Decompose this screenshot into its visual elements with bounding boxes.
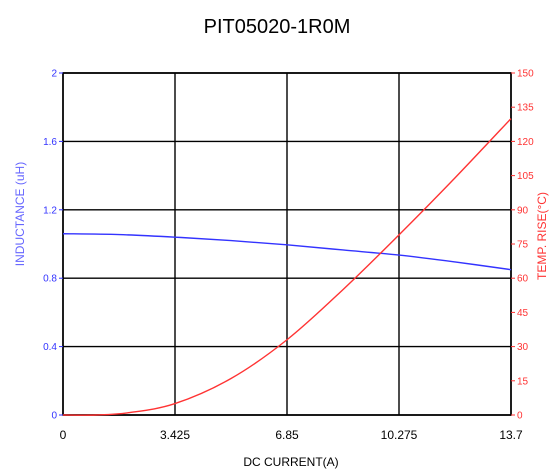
grid <box>62 72 512 416</box>
x-tick-label: 3.425 <box>160 428 190 442</box>
temp-rise-series-line <box>62 118 512 416</box>
x-tick-label: 0 <box>60 428 67 442</box>
y-left-tick-label: 0.8 <box>43 274 57 285</box>
x-axis-ticks: 0 3.425 6.85 10.275 13.7 <box>60 428 523 442</box>
y-right-tick-label: 120 <box>517 137 534 148</box>
y-left-tick-label: 1.2 <box>43 205 57 216</box>
inductance-series-line <box>62 233 512 271</box>
x-tick-label: 13.7 <box>499 428 523 442</box>
y-right-tick-label: 60 <box>517 274 529 285</box>
y-left-axis-ticks: 0 0.4 0.8 1.2 1.6 2 <box>43 69 63 422</box>
y-right-tick-label: 0 <box>517 411 523 422</box>
y-right-tick-label: 90 <box>517 205 529 216</box>
y-left-tick-label: 0.4 <box>43 342 57 353</box>
chart-title: PIT05020-1R0M <box>204 16 351 38</box>
x-axis-label: DC CURRENT(A) <box>243 455 338 469</box>
y-right-tick-label: 30 <box>517 342 529 353</box>
series-layer <box>62 118 512 416</box>
y-right-tick-label: 45 <box>517 308 529 319</box>
x-tick-label: 10.275 <box>381 428 418 442</box>
y-left-tick-label: 2 <box>51 69 57 80</box>
y-right-tick-label: 135 <box>517 103 534 114</box>
y-right-axis-label: TEMP. RISE(°C) <box>535 192 549 280</box>
y-right-axis-ticks: 0 15 30 45 60 75 90 105 120 135 150 <box>511 69 534 422</box>
x-tick-label: 6.85 <box>275 428 299 442</box>
y-right-tick-label: 150 <box>517 69 534 80</box>
y-left-tick-label: 1.6 <box>43 137 57 148</box>
y-right-tick-label: 15 <box>517 376 529 387</box>
y-left-tick-label: 0 <box>51 411 57 422</box>
y-right-tick-label: 105 <box>517 171 534 182</box>
y-right-tick-label: 75 <box>517 240 529 251</box>
y-left-axis-label: INDUCTANCE (uH) <box>13 162 27 266</box>
